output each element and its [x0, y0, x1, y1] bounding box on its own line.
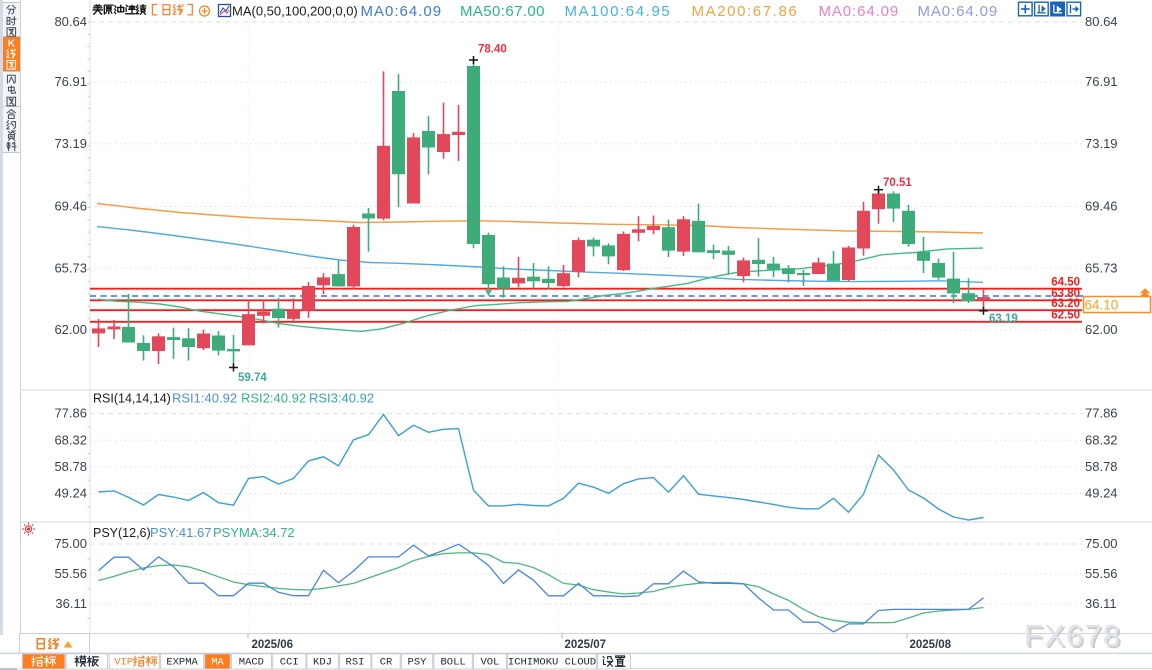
- svg-text:76.91: 76.91: [54, 74, 87, 89]
- svg-text:PSY: PSY: [408, 657, 428, 669]
- svg-text:64.50: 64.50: [1051, 276, 1080, 288]
- svg-text:RSI3:40.92: RSI3:40.92: [309, 391, 374, 406]
- svg-text:49.24: 49.24: [1085, 486, 1118, 501]
- svg-text:MA50:67.00: MA50:67.00: [460, 3, 545, 20]
- svg-text:63.20: 63.20: [1051, 298, 1080, 310]
- svg-text:VIP: VIP: [114, 657, 133, 669]
- svg-text:55.56: 55.56: [1085, 566, 1118, 581]
- svg-text:2025/06: 2025/06: [252, 639, 294, 651]
- svg-text:RSI: RSI: [346, 657, 365, 669]
- svg-text:58.78: 58.78: [54, 459, 87, 474]
- svg-text:VOL: VOL: [480, 657, 499, 669]
- svg-text:59.74: 59.74: [238, 372, 267, 384]
- svg-text:73.19: 73.19: [54, 136, 87, 151]
- svg-text:68.32: 68.32: [1085, 432, 1118, 447]
- svg-text:ICHIMOKU CLOUD: ICHIMOKU CLOUD: [508, 657, 596, 669]
- svg-text:MA200:67.86: MA200:67.86: [692, 3, 799, 20]
- svg-text:73.19: 73.19: [1085, 136, 1118, 151]
- svg-text:65.73: 65.73: [1085, 260, 1118, 275]
- svg-text:80.64: 80.64: [1085, 14, 1118, 29]
- svg-text:MA100:64.95: MA100:64.95: [565, 3, 672, 20]
- svg-text:75.00: 75.00: [54, 536, 87, 551]
- svg-text:62.00: 62.00: [1085, 322, 1118, 337]
- svg-text:RSI(14,14,14): RSI(14,14,14): [93, 392, 171, 406]
- svg-text:2025/07: 2025/07: [565, 639, 607, 651]
- svg-text:62.50: 62.50: [1051, 310, 1080, 322]
- svg-text:K: K: [8, 39, 16, 50]
- svg-text:69.46: 69.46: [54, 199, 87, 214]
- svg-text:RSI1:40.92: RSI1:40.92: [172, 391, 237, 406]
- svg-text:BOLL: BOLL: [440, 657, 465, 669]
- svg-text:FX678: FX678: [1024, 618, 1121, 653]
- svg-text:MA0:64.09: MA0:64.09: [918, 3, 999, 20]
- svg-text:80.64: 80.64: [54, 14, 87, 29]
- svg-text:64.10: 64.10: [1085, 297, 1119, 312]
- svg-text:MA: MA: [211, 657, 224, 669]
- svg-text:MA0:64.09: MA0:64.09: [361, 3, 443, 20]
- svg-text:36.11: 36.11: [1085, 596, 1117, 611]
- svg-text:76.91: 76.91: [1085, 74, 1118, 89]
- svg-text:MA0:64.09: MA0:64.09: [819, 3, 900, 20]
- svg-text:49.24: 49.24: [54, 486, 87, 501]
- svg-text:78.40: 78.40: [478, 44, 507, 56]
- svg-text:PSY(12,6): PSY(12,6): [93, 526, 151, 540]
- svg-text:63.19: 63.19: [989, 313, 1018, 325]
- svg-text:CCI: CCI: [280, 657, 299, 669]
- svg-text:63.80: 63.80: [1051, 288, 1080, 300]
- svg-text:PSYMA:34.72: PSYMA:34.72: [213, 525, 295, 540]
- svg-text:55.56: 55.56: [54, 566, 87, 581]
- svg-text:77.86: 77.86: [1085, 406, 1118, 421]
- svg-text:2025/08: 2025/08: [910, 639, 952, 651]
- svg-text:EXPMA: EXPMA: [166, 657, 198, 669]
- svg-text:MACD: MACD: [239, 657, 264, 669]
- svg-text:58.78: 58.78: [1085, 459, 1118, 474]
- svg-text:FX678: FX678: [1026, 620, 1123, 655]
- svg-text:RSI2:40.92: RSI2:40.92: [241, 391, 306, 406]
- svg-text:65.73: 65.73: [54, 260, 87, 275]
- svg-text:KDJ: KDJ: [313, 657, 332, 669]
- svg-text:MA(0,50,100,200,0,0): MA(0,50,100,200,0,0): [232, 4, 358, 19]
- svg-text:36.11: 36.11: [55, 596, 87, 611]
- svg-text:69.46: 69.46: [1085, 199, 1118, 214]
- svg-text:70.51: 70.51: [883, 177, 912, 189]
- svg-text:PSY:41.67: PSY:41.67: [150, 525, 211, 540]
- svg-text:77.86: 77.86: [54, 406, 87, 421]
- svg-text:75.00: 75.00: [1085, 536, 1118, 551]
- svg-text:68.32: 68.32: [54, 432, 87, 447]
- svg-text:62.00: 62.00: [54, 322, 87, 337]
- svg-text:CR: CR: [380, 657, 393, 669]
